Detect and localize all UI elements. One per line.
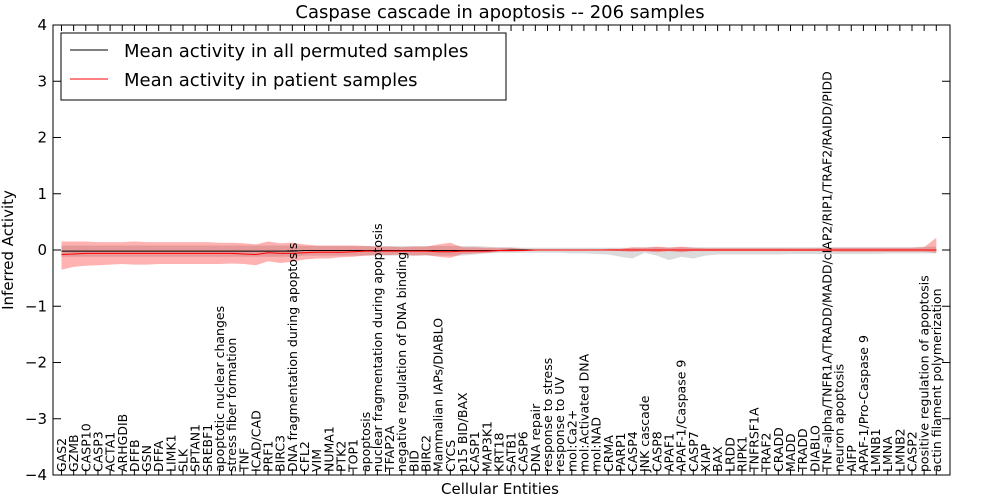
x-tick-label: apoptosis: [358, 412, 373, 472]
patient-mean-line: [61, 249, 937, 256]
x-tick-label: CRADD: [771, 427, 786, 472]
x-tick-label: XIAP: [698, 443, 713, 472]
x-tick-label: SPTAN1: [188, 424, 203, 472]
axis-ticks: [53, 24, 950, 476]
x-tick-label: SREBF1: [200, 424, 215, 472]
x-tick-label: DNA fragmentation during apoptosis: [285, 243, 300, 472]
chart-title: Caspase cascade in apoptosis -- 206 samp…: [295, 2, 704, 23]
x-tick-label: SLK: [176, 448, 191, 472]
x-tick-label: apoptotic nuclear changes: [212, 306, 227, 472]
x-tick-label: BAX: [710, 446, 725, 472]
x-tick-label: JNK cascade: [637, 395, 652, 473]
y-tick-label: 3: [37, 72, 47, 90]
x-tick-label: NUMA1: [321, 426, 336, 472]
x-tick-label: DFFA: [151, 440, 166, 472]
x-tick-label: PARP1: [613, 433, 628, 472]
x-tick-label: LMNA: [880, 436, 895, 472]
x-tick-label: LMNB2: [892, 428, 907, 472]
x-tick-label: actin filament polymerization: [929, 288, 944, 472]
x-tick-label: TNF-alpha/TNFR1A/TRADD/MADD/cIAP2/RIP1/T…: [819, 71, 834, 473]
y-tick-label: −2: [25, 354, 47, 372]
x-tick-label: mol:Ca2+: [564, 410, 579, 472]
patient-band: [61, 237, 937, 270]
x-tick-label: CRMA: [601, 435, 616, 472]
x-tick-label: CASP10: [78, 423, 93, 472]
x-tick-label: response to UV: [552, 377, 567, 472]
x-tick-label: nuclear fragmentation during apoptosis: [370, 223, 385, 472]
x-tick-label: LRDD: [722, 437, 737, 472]
x-tick-label: neuron apoptosis: [832, 364, 847, 472]
y-tick-label: 2: [37, 129, 47, 147]
permuted-band: [61, 245, 937, 261]
x-tick-label: APAF-1/Pro-Caspase 9: [856, 335, 871, 472]
x-tick-label: Mammalian IAPs/DIABLO: [431, 318, 446, 472]
x-tick-label: response to stress: [540, 358, 555, 472]
x-tick-label: AIFP: [844, 445, 859, 472]
x-tick-label: ARHGDIB: [115, 414, 130, 472]
x-tick-label: LMNB1: [868, 428, 883, 472]
x-tick-label: ACTA1: [103, 432, 118, 472]
x-tick-label: CASP6: [516, 431, 531, 472]
x-tick-label: TOP1: [346, 439, 361, 473]
x-tick-label: CASP7: [686, 431, 701, 472]
y-tick-labels: −4 −3 −2 −1 0 1 2 3 4: [25, 16, 47, 484]
x-tick-label: MADD: [783, 433, 798, 472]
x-tick-label: APAF-1/Caspase 9: [674, 360, 689, 472]
x-tick-label: p15 BID/BAX: [455, 392, 470, 472]
x-tick-label: PTK2: [333, 441, 348, 472]
legend-label-permuted: Mean activity in all permuted samples: [124, 41, 468, 62]
y-axis-label: Inferred Activity: [0, 190, 17, 310]
legend: Mean activity in all permuted samples Me…: [60, 32, 507, 101]
x-tick-label: stress fiber formation: [224, 338, 239, 472]
x-tick-label: mol:Activated DNA: [576, 353, 591, 472]
y-tick-label: 0: [37, 241, 47, 259]
x-tick-label: VIM: [309, 449, 324, 472]
x-tick-label: CASP3: [90, 431, 105, 472]
x-tick-label: CASP1: [467, 431, 482, 472]
y-tick-label: 4: [37, 16, 47, 34]
y-tick-label: −3: [25, 410, 47, 428]
x-tick-label: TFAP2A: [382, 425, 397, 473]
x-tick-label: GSN: [139, 445, 154, 472]
y-tick-label: 1: [37, 185, 47, 203]
x-tick-label: CASP2: [905, 431, 920, 472]
x-tick-label: TRADD: [795, 428, 810, 473]
legend-label-patient: Mean activity in patient samples: [124, 70, 418, 91]
x-tick-labels: GAS2GZMBCASP10CASP3ACTA1ARHGDIBDFFBGSNDF…: [54, 71, 944, 473]
x-tick-label: CASP8: [649, 431, 664, 472]
x-tick-label: TNFRSF1A: [747, 407, 762, 473]
x-tick-label: BIRC2: [419, 435, 434, 472]
x-tick-label: KRT18: [491, 432, 506, 472]
x-tick-label: LIMK1: [163, 434, 178, 472]
x-tick-label: DNA repair: [528, 403, 543, 472]
x-tick-label: SATB1: [504, 432, 519, 472]
x-tick-label: CYCS: [443, 440, 458, 472]
y-tick-label: −4: [25, 466, 47, 484]
x-tick-label: MAP3K1: [479, 421, 494, 472]
x-tick-label: CFL2: [297, 441, 312, 472]
legend-box: [60, 32, 507, 101]
x-tick-label: RIPK1: [734, 436, 749, 472]
x-tick-label: positive regulation of apoptosis: [917, 275, 932, 472]
x-tick-label: CASP4: [625, 431, 640, 472]
x-tick-label: GZMB: [66, 434, 81, 472]
x-axis-label: Cellular Entities: [441, 480, 559, 498]
x-tick-label: negative regulation of DNA binding: [394, 252, 409, 472]
x-tick-label: ICAD/CAD: [248, 410, 263, 472]
x-tick-label: GAS2: [54, 438, 69, 472]
x-tick-label: DFFB: [127, 439, 142, 472]
x-tick-label: BIRC3: [273, 435, 288, 472]
x-tick-label: mol:NAD: [589, 417, 604, 472]
series-lines: [61, 249, 937, 256]
plot-frame: [52, 24, 951, 476]
y-tick-label: −1: [25, 297, 47, 315]
x-tick-label: BID: [406, 450, 421, 472]
x-tick-label: APAF1: [662, 433, 677, 472]
x-tick-label: TNF: [236, 448, 251, 473]
x-tick-label: DIABLO: [807, 425, 822, 472]
x-tick-label: TRAF2: [759, 432, 774, 473]
x-tick-label: PRF1: [261, 441, 276, 472]
confidence-bands: [61, 237, 937, 270]
